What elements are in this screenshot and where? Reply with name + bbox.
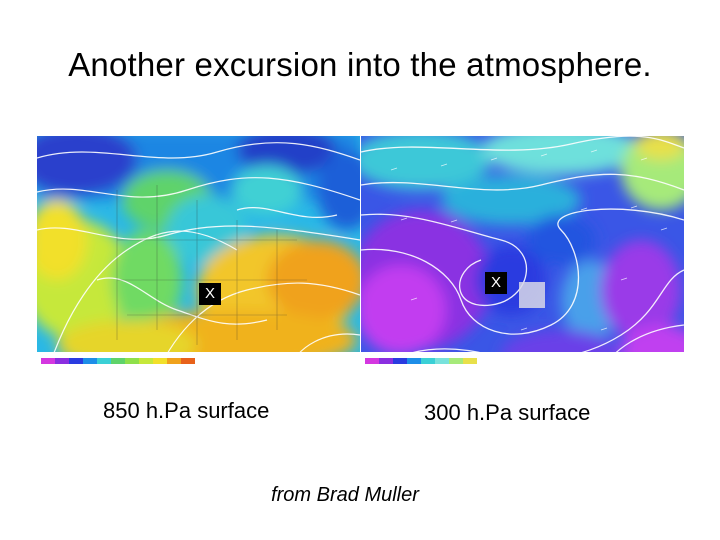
map-300-image — [361, 130, 684, 373]
slide-title: Another excursion into the atmosphere. — [68, 46, 652, 83]
label-300-hpa: 300 h.Pa surface — [424, 400, 591, 425]
location-marker-300: X — [485, 272, 507, 294]
map-850-hpa: X — [37, 130, 360, 373]
credit-text: from Brad Muller — [271, 484, 419, 506]
map-850-image — [37, 130, 360, 373]
map-300-hpa: X — [361, 130, 684, 373]
location-marker-850: X — [199, 283, 221, 305]
label-850-hpa: 850 h.Pa surface — [103, 398, 270, 423]
